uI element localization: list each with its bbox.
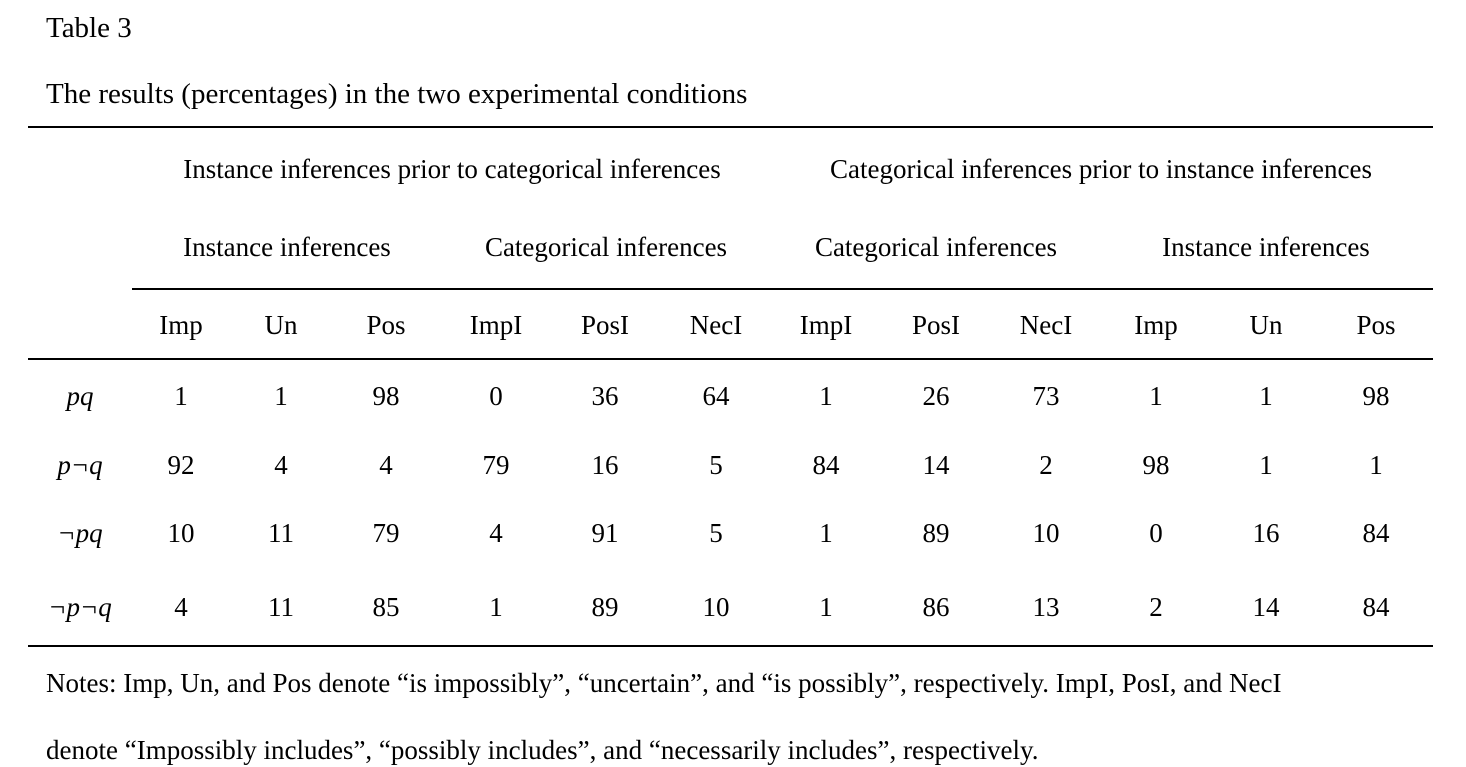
column-header: NecI xyxy=(689,310,743,340)
table-cell: 5 xyxy=(709,518,723,548)
table-cell: 5 xyxy=(709,450,723,480)
row-label: ¬p¬q xyxy=(48,592,112,622)
table-cell: 1 xyxy=(819,518,833,548)
table-cell: 84 xyxy=(1362,592,1390,622)
column-header: NecI xyxy=(1019,310,1073,340)
top-rule xyxy=(28,126,1433,128)
table-cell: 11 xyxy=(268,518,294,548)
table-cell: 10 xyxy=(702,592,730,622)
column-header: ImpI xyxy=(469,310,523,340)
table-cell: 1 xyxy=(819,381,833,411)
table-cell: 14 xyxy=(922,450,950,480)
table-cell: 73 xyxy=(1032,381,1060,411)
table-cell: 1 xyxy=(1369,450,1383,480)
table-cell: 86 xyxy=(922,592,950,622)
subgroup-header: Categorical inferences xyxy=(814,232,1058,262)
table-cell: 0 xyxy=(1149,518,1163,548)
table-cell: 92 xyxy=(167,450,195,480)
column-header: ImpI xyxy=(799,310,853,340)
table-cell: 2 xyxy=(1149,592,1163,622)
column-header: Un xyxy=(1249,310,1283,340)
table-cell: 98 xyxy=(1362,381,1390,411)
column-header: PosI xyxy=(580,310,630,340)
table-cell: 1 xyxy=(174,381,188,411)
subgroup-rule xyxy=(132,288,1433,290)
table-cell: 11 xyxy=(268,592,294,622)
table-cell: 4 xyxy=(274,450,288,480)
table-cell: 4 xyxy=(489,518,503,548)
subgroup-header: Instance inferences xyxy=(1162,232,1370,262)
column-header: Pos xyxy=(1356,310,1396,340)
table-cell: 79 xyxy=(372,518,400,548)
table-cell: 89 xyxy=(922,518,950,548)
table-cell: 0 xyxy=(489,381,503,411)
table-cell: 1 xyxy=(819,592,833,622)
table-cell: 1 xyxy=(1259,381,1273,411)
table-note: Notes: Imp, Un, and Pos denote “is impos… xyxy=(46,668,1282,698)
column-header: Pos xyxy=(366,310,406,340)
table-cell: 4 xyxy=(174,592,188,622)
table-cell: 85 xyxy=(372,592,400,622)
table-cell: 89 xyxy=(591,592,619,622)
table-cell: 98 xyxy=(372,381,400,411)
table-cell: 98 xyxy=(1142,450,1170,480)
table-cell: 36 xyxy=(591,381,619,411)
table-cell: 4 xyxy=(379,450,393,480)
column-header: Un xyxy=(264,310,298,340)
table-cell: 1 xyxy=(274,381,288,411)
table-cell: 16 xyxy=(1252,518,1280,548)
table-cell: 79 xyxy=(482,450,510,480)
table-cell: 1 xyxy=(1259,450,1273,480)
condition-header-categorical-first: Categorical inferences prior to instance… xyxy=(830,154,1372,184)
table-cell: 64 xyxy=(702,381,730,411)
table-cell: 10 xyxy=(1032,518,1060,548)
table-cell: 16 xyxy=(591,450,619,480)
table-label: Table 3 xyxy=(46,12,132,44)
table-cell: 13 xyxy=(1032,592,1060,622)
row-label: ¬pq xyxy=(57,518,103,548)
table-cell: 10 xyxy=(167,518,195,548)
column-header: Imp xyxy=(1134,310,1178,340)
table-cell: 1 xyxy=(1149,381,1163,411)
condition-header-instance-first: Instance inferences prior to categorical… xyxy=(183,154,721,184)
bottom-rule xyxy=(28,645,1433,647)
table-cell: 14 xyxy=(1252,592,1280,622)
header-rule xyxy=(28,358,1433,360)
column-header: Imp xyxy=(159,310,203,340)
table-cell: 84 xyxy=(1362,518,1390,548)
table-cell: 91 xyxy=(591,518,619,548)
row-label: pq xyxy=(66,381,94,411)
column-header: PosI xyxy=(911,310,961,340)
table-cell: 84 xyxy=(812,450,840,480)
table-cell: 2 xyxy=(1039,450,1053,480)
row-label: p¬q xyxy=(57,450,103,480)
subgroup-header: Categorical inferences xyxy=(484,232,728,262)
table-note: denote “Impossibly includes”, “possibly … xyxy=(46,735,1039,765)
table-caption: The results (percentages) in the two exp… xyxy=(46,78,748,110)
table-cell: 1 xyxy=(489,592,503,622)
subgroup-header: Instance inferences xyxy=(183,232,391,262)
table-cell: 26 xyxy=(922,381,950,411)
